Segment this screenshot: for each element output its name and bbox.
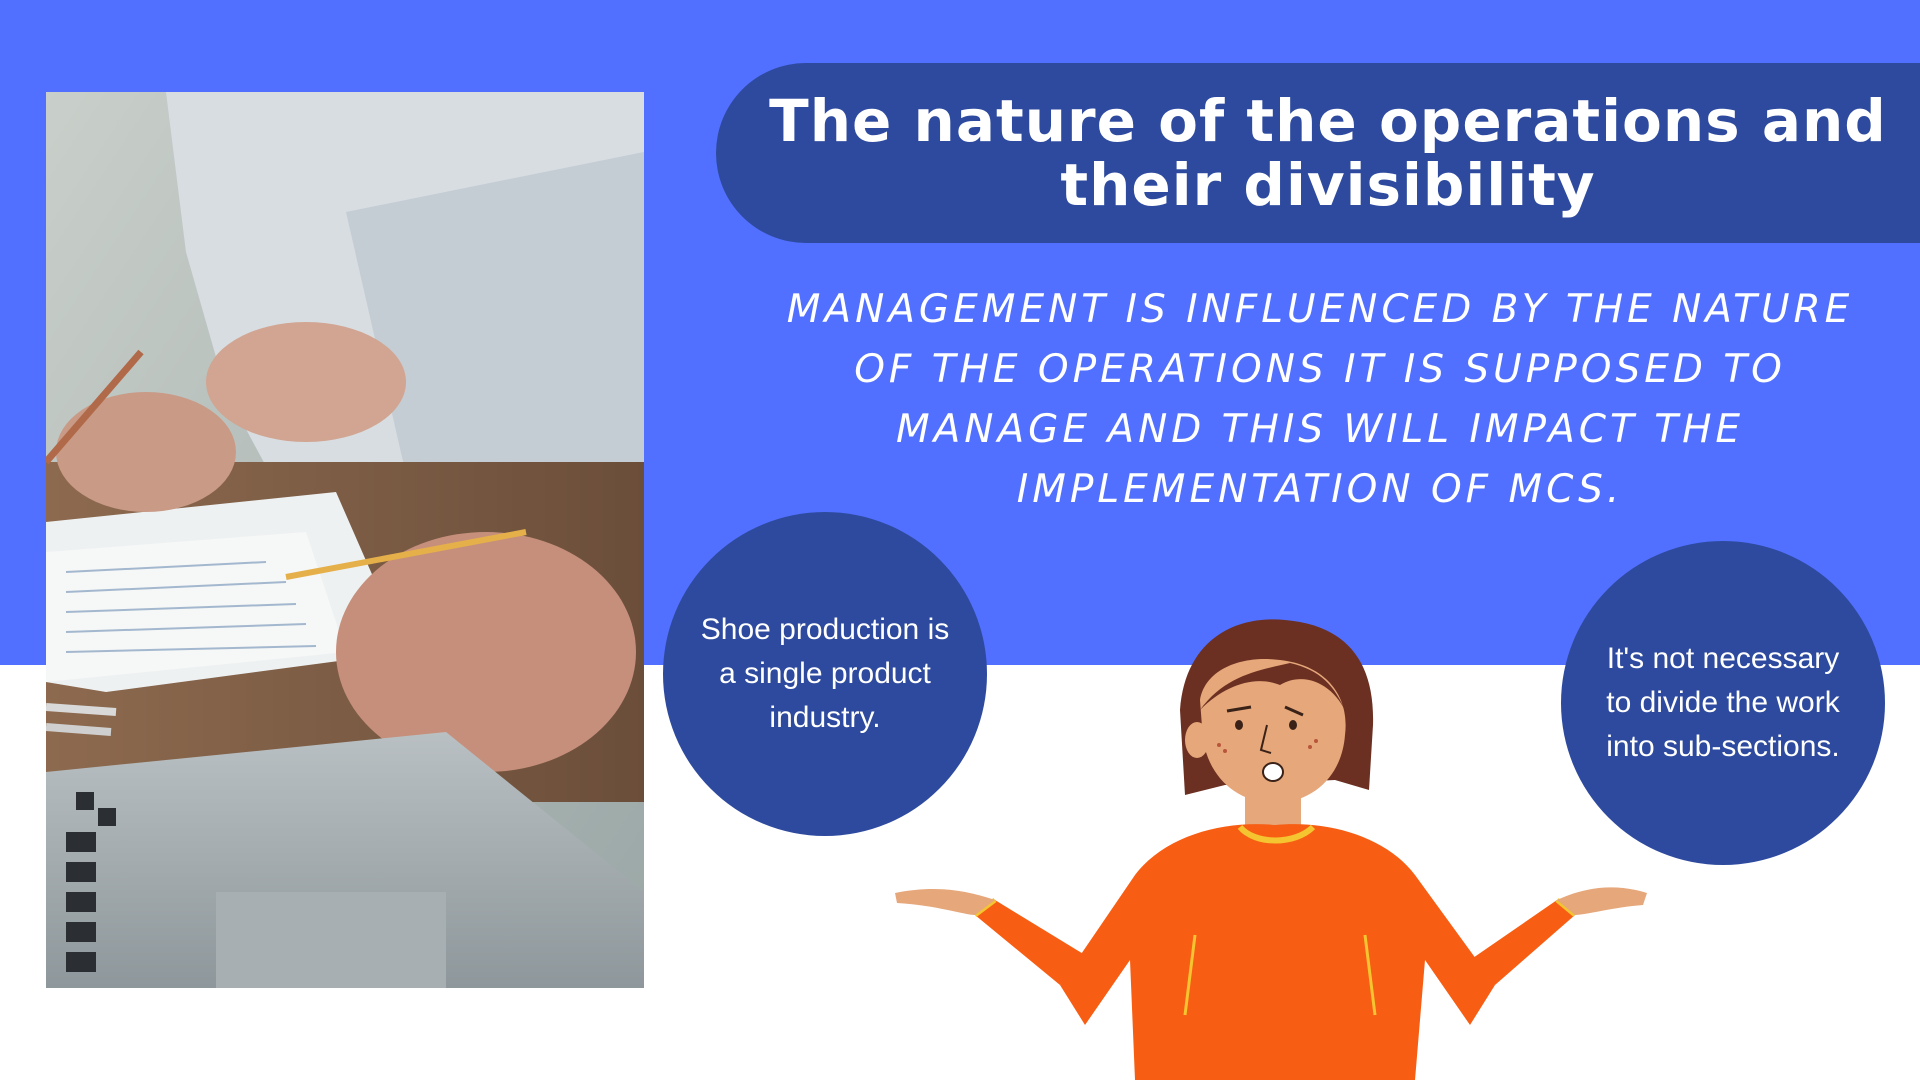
speech-bubble-left-text: Shoe production is a single product indu… (700, 613, 950, 734)
page-title: The nature of the operations and their d… (769, 87, 1887, 219)
speech-bubble-right-text: It's not necessary to divide the work in… (1606, 642, 1840, 763)
confused-woman-illustration (895, 615, 1655, 1080)
speech-bubble-right: It's not necessary to divide the work in… (1561, 541, 1885, 865)
subtitle-text: MANAGEMENT IS INFLUENCED BY THE NATURE O… (786, 287, 1854, 512)
speech-bubble-left: Shoe production is a single product indu… (663, 512, 987, 836)
title-banner: The nature of the operations and their d… (716, 63, 1920, 243)
business-meeting-photo (46, 92, 644, 988)
